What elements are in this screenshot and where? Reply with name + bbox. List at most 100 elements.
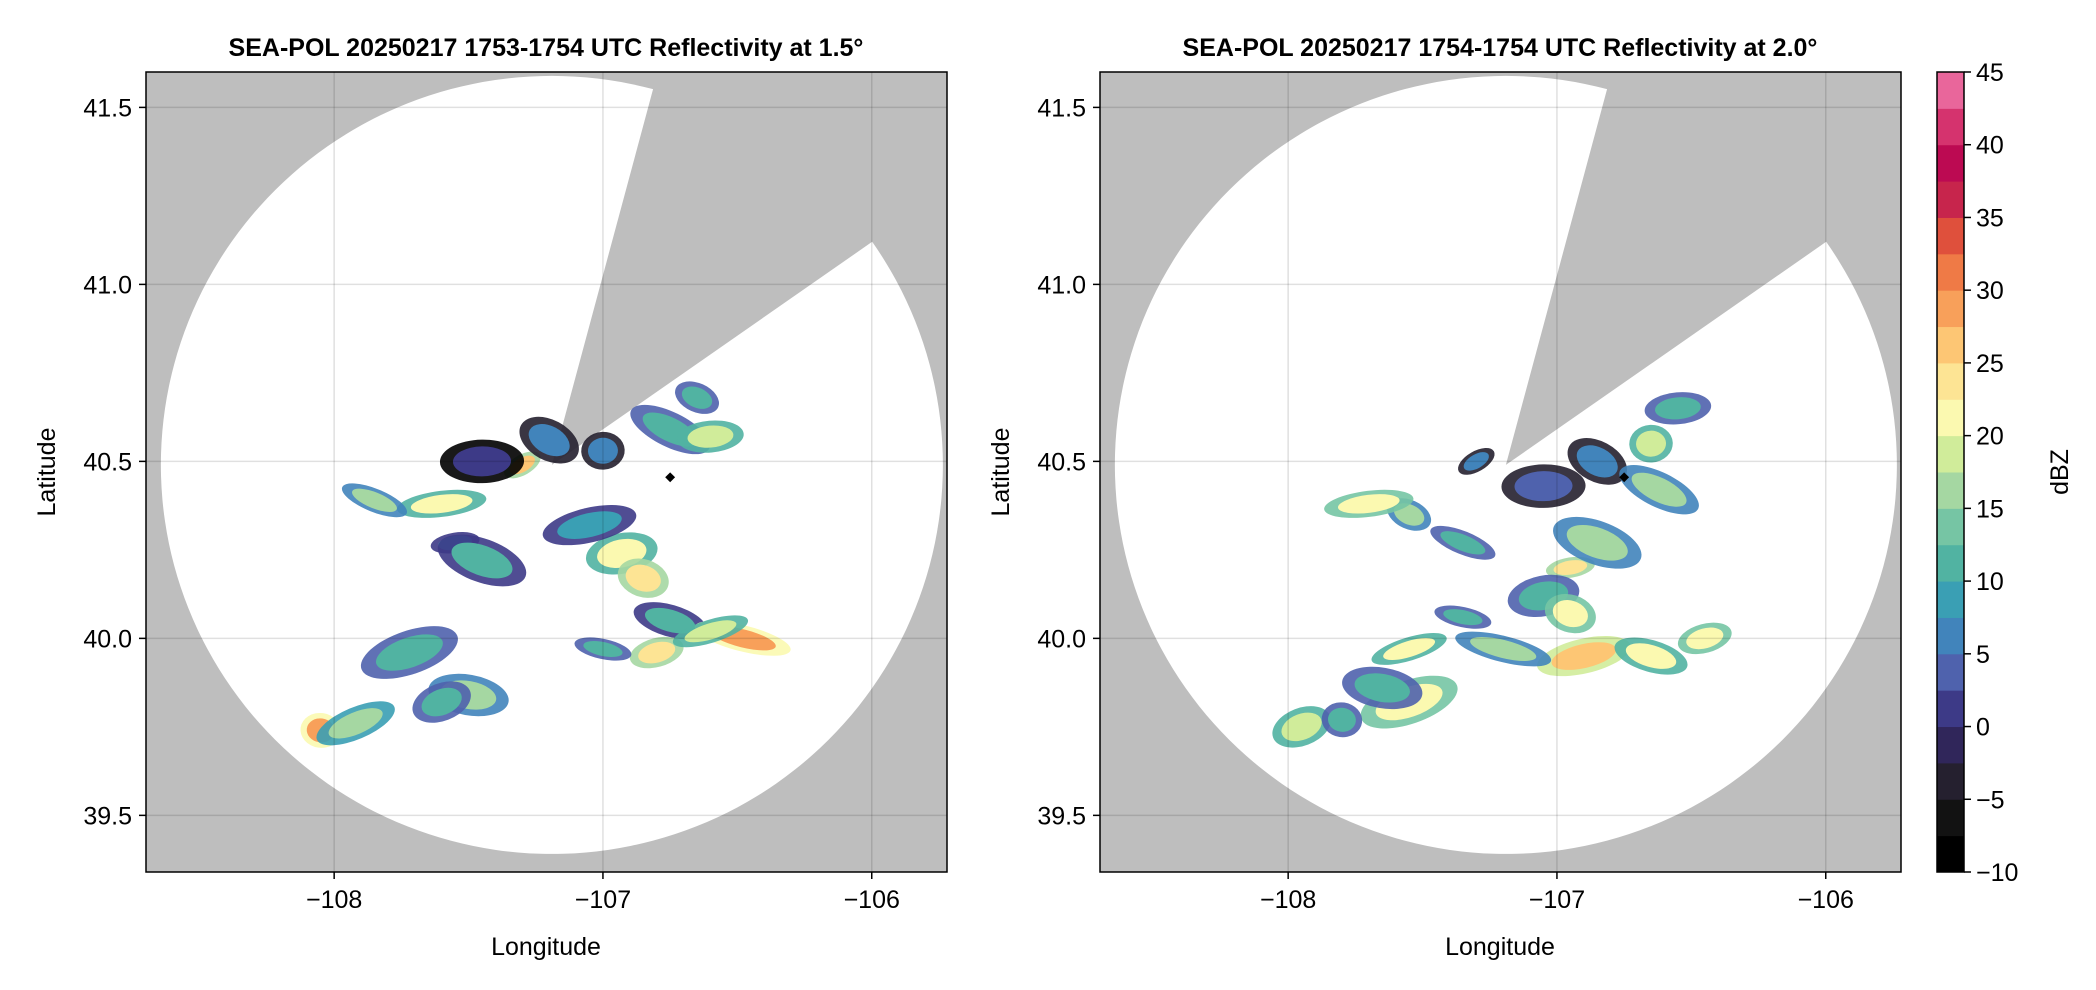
y-tick-label: 39.5	[1037, 802, 1086, 830]
echo-cell	[1514, 471, 1573, 502]
echo-cell	[352, 488, 397, 512]
echo-cell	[1338, 494, 1400, 514]
x-tick-label: −108	[1260, 886, 1316, 914]
colorbar-swatch	[1937, 835, 1964, 873]
right-panel: SEA-POL 20250217 1754-1754 UTC Reflectiv…	[987, 34, 1902, 961]
x-tick-label: −107	[1529, 886, 1585, 914]
echo-cell	[528, 424, 570, 457]
colorbar-swatch	[1937, 653, 1964, 691]
colorbar-swatch	[1937, 399, 1964, 437]
left-grid	[146, 72, 947, 872]
echo-cell	[1463, 452, 1489, 471]
y-tick-label: 41.0	[1037, 271, 1086, 299]
colorbar-swatch	[1937, 253, 1964, 291]
x-tick-label: −106	[1798, 886, 1854, 914]
colorbar: −10 −5 0 5 10 15 20 25 30 35 40 45	[1936, 59, 2018, 887]
colorbar-tick-label: 40	[1976, 132, 2004, 160]
echo-cell	[681, 386, 713, 409]
echo-cell	[1383, 637, 1436, 660]
colorbar-swatch	[1937, 362, 1964, 400]
right-plot-frame	[1099, 71, 1902, 873]
left-plot-frame	[145, 71, 948, 873]
y-tick-label: 41.5	[83, 94, 132, 122]
left-x-axis-label: Longitude	[491, 933, 601, 961]
colorbar-swatch	[1937, 690, 1964, 728]
colorbar-swatch	[1937, 435, 1964, 473]
y-tick-label: 41.5	[1037, 94, 1086, 122]
right-y-axis-label: Latitude	[987, 428, 1015, 517]
echo-cell	[1281, 712, 1322, 742]
colorbar-swatch	[1937, 144, 1964, 182]
echo-cell	[1354, 673, 1410, 703]
colorbar-swatch	[1937, 181, 1964, 218]
colorbar-swatch	[1937, 762, 1964, 800]
echo-cell	[625, 564, 661, 592]
echo-cell	[1654, 397, 1701, 420]
colorbar-tick-label: 0	[1976, 714, 1990, 742]
y-tick-label: 40.5	[83, 448, 132, 476]
y-tick-label: 40.0	[83, 625, 132, 653]
echo-cell	[587, 437, 618, 464]
echo-cell	[638, 641, 676, 664]
echo-cell	[328, 708, 383, 739]
colorbar-tick-label: −5	[1976, 786, 2005, 814]
right-grid	[1100, 72, 1901, 872]
echo-cell	[684, 620, 737, 643]
colorbar-tick-label: 10	[1976, 568, 2004, 596]
echo-cell	[1566, 524, 1628, 561]
right-station-marker	[1619, 472, 1630, 483]
echo-cell	[1631, 472, 1687, 507]
colorbar-tick-label: −10	[1976, 859, 2018, 887]
x-tick-label: −107	[575, 886, 631, 914]
y-tick-label: 40.5	[1037, 448, 1086, 476]
echo-cell	[1470, 636, 1537, 661]
colorbar-frame	[1936, 71, 1965, 873]
echo-cell	[451, 542, 513, 579]
colorbar-swatch	[1937, 72, 1964, 109]
colorbar-swatch	[1937, 290, 1964, 328]
echo-cell	[1576, 445, 1618, 478]
echo-cell	[1552, 600, 1588, 628]
colorbar-swatch	[1937, 726, 1964, 764]
echo-cell	[644, 607, 696, 634]
echo-cell	[1553, 560, 1588, 575]
x-tick-label: −106	[844, 886, 900, 914]
echo-cell	[1443, 609, 1483, 626]
echo-cell	[375, 634, 443, 671]
right-radar-coverage	[1114, 75, 1897, 854]
left-plot-area: −108 −107 −106 39.5 40.0 40.5 41.0 41.5	[83, 71, 948, 914]
colorbar-tick-label: 5	[1976, 641, 1990, 669]
echo-cell	[583, 640, 623, 658]
colorbar-swatch	[1937, 544, 1964, 582]
colorbar-swatch	[1937, 326, 1964, 364]
x-tick-label: −108	[306, 886, 362, 914]
colorbar-tick-label: 15	[1976, 495, 2004, 523]
echo-cell	[1636, 430, 1667, 457]
echo-cell	[1327, 707, 1356, 732]
colorbar-tick-label: 30	[1976, 277, 2004, 305]
colorbar-swatch	[1937, 472, 1964, 509]
right-plot-area: −108 −107 −106 39.5 40.0 40.5 41.0 41.5	[1037, 71, 1902, 914]
left-panel: SEA-POL 20250217 1753-1754 UTC Reflectiv…	[33, 34, 948, 961]
echo-cell	[1440, 531, 1486, 555]
colorbar-label: dBZ	[2046, 449, 2074, 495]
right-echoes	[1272, 392, 1732, 748]
echo-cell	[452, 446, 511, 477]
colorbar-swatch	[1937, 799, 1964, 837]
left-echoes	[300, 381, 791, 748]
colorbar-swatch	[1937, 581, 1964, 618]
echo-cell	[410, 494, 473, 514]
colorbar-tick-label: 35	[1976, 204, 2004, 232]
y-tick-label: 39.5	[83, 802, 132, 830]
right-panel-title: SEA-POL 20250217 1754-1754 UTC Reflectiv…	[1183, 34, 1818, 62]
colorbar-tick-label: 45	[1976, 59, 2004, 87]
colorbar-tick-label: 20	[1976, 423, 2004, 451]
colorbar-swatch	[1937, 108, 1964, 146]
echo-cell	[421, 687, 462, 717]
left-panel-title: SEA-POL 20250217 1753-1754 UTC Reflectiv…	[229, 34, 864, 62]
y-tick-label: 41.0	[83, 271, 132, 299]
colorbar-tick-label: 25	[1976, 350, 2004, 378]
colorbar-swatch	[1937, 217, 1964, 255]
echo-cell	[1551, 642, 1617, 670]
